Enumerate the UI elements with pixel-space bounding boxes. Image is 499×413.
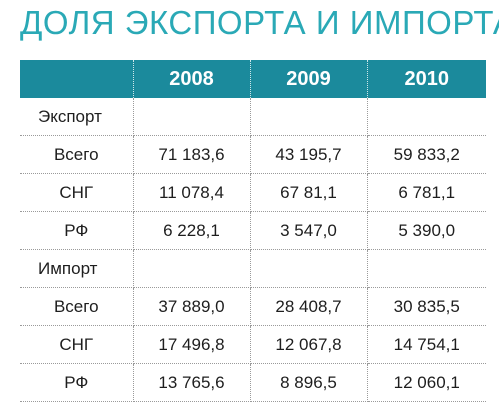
table-cell: 14 754,1 xyxy=(367,325,486,364)
table-cell: 5 390,0 xyxy=(367,211,486,250)
row-label: Всего xyxy=(20,287,134,326)
row-label: Импорт xyxy=(20,249,134,288)
header-cell-empty xyxy=(20,60,134,98)
table-row: Всего 37 889,0 28 408,7 30 835,5 xyxy=(20,287,486,326)
section-row-export: Экспорт xyxy=(20,98,486,136)
table-cell: 6 228,1 xyxy=(133,211,251,250)
table-cell xyxy=(367,98,486,136)
table-cell xyxy=(367,249,486,288)
table-cell: 59 833,2 xyxy=(367,135,486,174)
table-cell xyxy=(133,249,251,288)
table-cell: 30 835,5 xyxy=(367,287,486,326)
header-cell-year: 2010 xyxy=(367,60,486,98)
table-cell: 8 896,5 xyxy=(250,363,368,402)
table-cell: 71 183,6 xyxy=(133,135,251,174)
table-cell: 67 81,1 xyxy=(250,173,368,212)
page-title: ДОЛЯ ЭКСПОРТА И ИМПОРТА xyxy=(20,4,499,41)
table-cell: 6 781,1 xyxy=(367,173,486,212)
table-cell: 37 889,0 xyxy=(133,287,251,326)
table-header-row: 2008 2009 2010 xyxy=(20,60,486,98)
table-row: РФ 6 228,1 3 547,0 5 390,0 xyxy=(20,211,486,250)
table-cell: 28 408,7 xyxy=(250,287,368,326)
table-row: РФ 13 765,6 8 896,5 12 060,1 xyxy=(20,363,486,402)
row-label: СНГ xyxy=(20,325,134,364)
header-cell-year: 2009 xyxy=(250,60,368,98)
row-label: Экспорт xyxy=(20,98,134,136)
table-cell: 43 195,7 xyxy=(250,135,368,174)
table-row: СНГ 11 078,4 67 81,1 6 781,1 xyxy=(20,173,486,212)
table-row: Всего 71 183,6 43 195,7 59 833,2 xyxy=(20,135,486,174)
table-cell xyxy=(133,98,251,136)
header-cell-year: 2008 xyxy=(133,60,251,98)
row-label: Всего xyxy=(20,135,134,174)
table-cell: 12 067,8 xyxy=(250,325,368,364)
table-cell: 11 078,4 xyxy=(133,173,251,212)
table-cell: 13 765,6 xyxy=(133,363,251,402)
table-cell: 12 060,1 xyxy=(367,363,486,402)
table-cell: 17 496,8 xyxy=(133,325,251,364)
row-label: РФ xyxy=(20,211,134,250)
row-label: СНГ xyxy=(20,173,134,212)
table-cell xyxy=(250,98,368,136)
table-row: СНГ 17 496,8 12 067,8 14 754,1 xyxy=(20,325,486,364)
row-label: РФ xyxy=(20,363,134,402)
table-cell: 3 547,0 xyxy=(250,211,368,250)
export-import-table: 2008 2009 2010 Экспорт Всего 71 183,6 43… xyxy=(20,60,486,402)
table-cell xyxy=(250,249,368,288)
section-row-import: Импорт xyxy=(20,249,486,288)
